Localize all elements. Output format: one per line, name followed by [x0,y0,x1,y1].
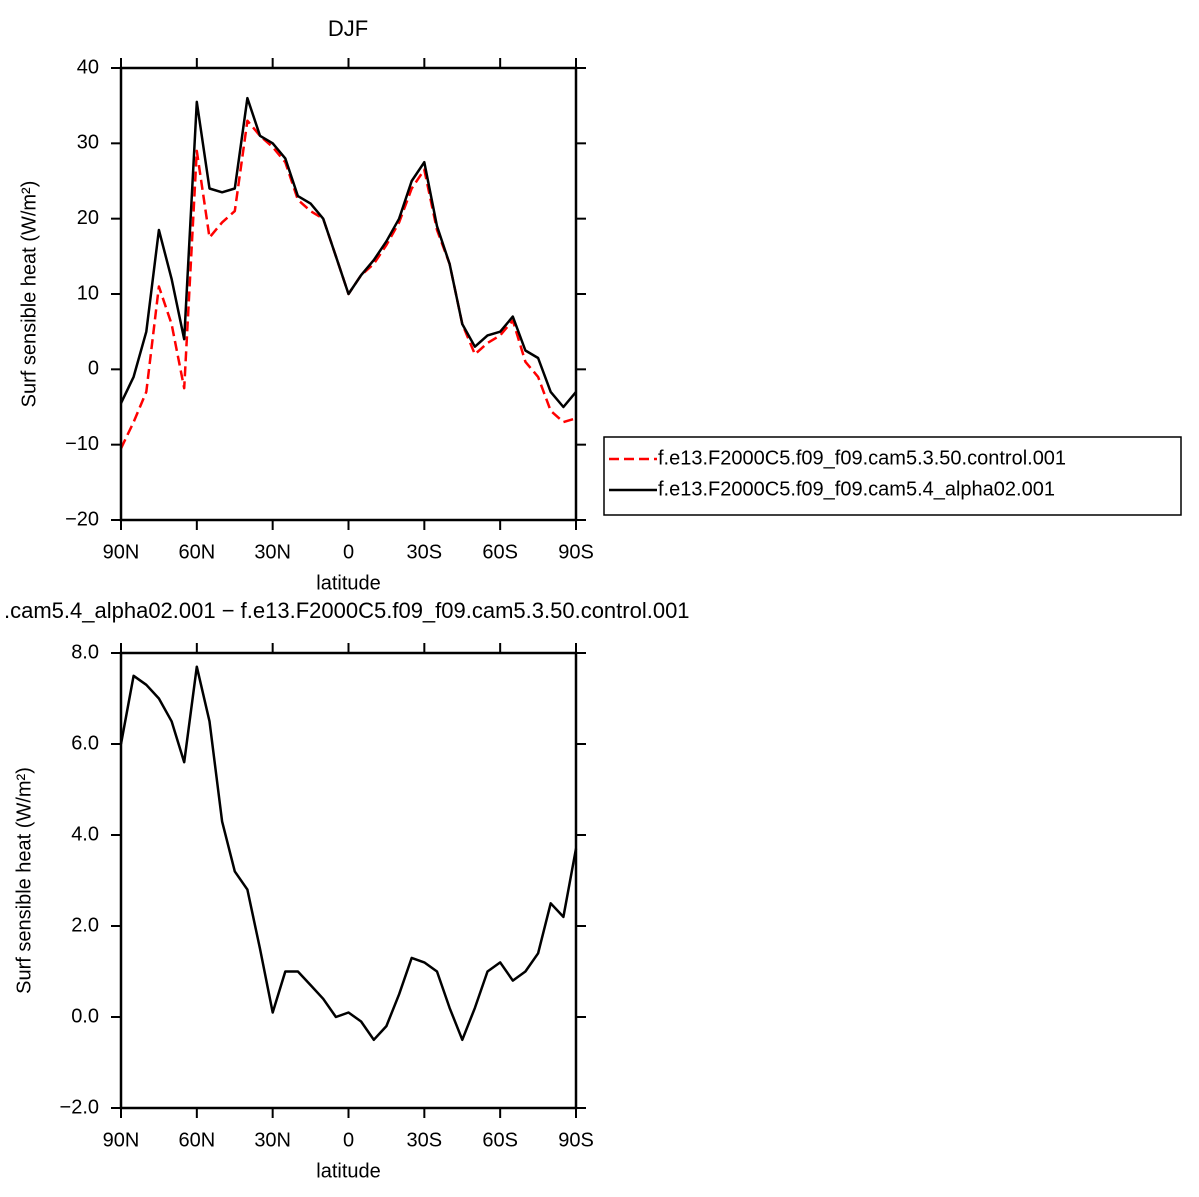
plot-frame [119,651,578,1110]
y-tick-label: −2.0 [60,1096,99,1118]
x-tick-label: 30S [407,541,443,563]
x-tick-label: 90S [558,1129,594,1151]
x-tick-label: 60N [178,541,215,563]
series-line [119,96,577,409]
x-tick-label: 30N [254,1129,291,1151]
y-tick-label: 8.0 [71,641,99,663]
y-tick-label: 4.0 [71,823,99,845]
series-line [119,665,578,1042]
y-tick-label: −20 [65,508,99,530]
x-axis-label: latitude [316,1160,381,1182]
chart-title: DJF [328,16,368,41]
x-tick-label: 90N [103,1129,140,1151]
plot-frame [119,66,578,522]
y-axis-label: Surf sensible heat (W/m²) [13,767,35,994]
x-axis-label: latitude [316,572,381,594]
y-axis-label: Surf sensible heat (W/m²) [18,181,40,408]
x-tick-label: 60N [178,1129,215,1151]
y-tick-label: 40 [77,56,99,78]
x-tick-label: 30S [407,1129,443,1151]
x-tick-label: 90N [103,541,140,563]
legend-box [603,436,1182,516]
x-tick-label: 60S [482,541,518,563]
chart-title: .cam5.4_alpha02.001 − f.e13.F2000C5.f09_… [4,598,690,623]
y-tick-label: 30 [77,132,99,154]
series-line [119,119,577,449]
y-tick-label: 6.0 [71,732,99,754]
y-tick-label: 20 [77,207,99,229]
y-tick-label: 0 [88,358,99,380]
x-tick-label: 60S [482,1129,518,1151]
y-tick-label: 0.0 [71,1005,99,1027]
legend-label: f.e13.F2000C5.f09_f09.cam5.4_alpha02.001 [658,478,1055,500]
x-tick-label: 30N [254,541,291,563]
x-tick-label: 0 [343,541,354,563]
y-tick-label: 10 [77,282,99,304]
legend-label: f.e13.F2000C5.f09_f09.cam5.3.50.control.… [658,447,1066,469]
y-tick-label: −10 [65,433,99,455]
x-tick-label: 0 [343,1129,354,1151]
y-tick-label: 2.0 [71,914,99,936]
x-tick-label: 90S [558,541,594,563]
